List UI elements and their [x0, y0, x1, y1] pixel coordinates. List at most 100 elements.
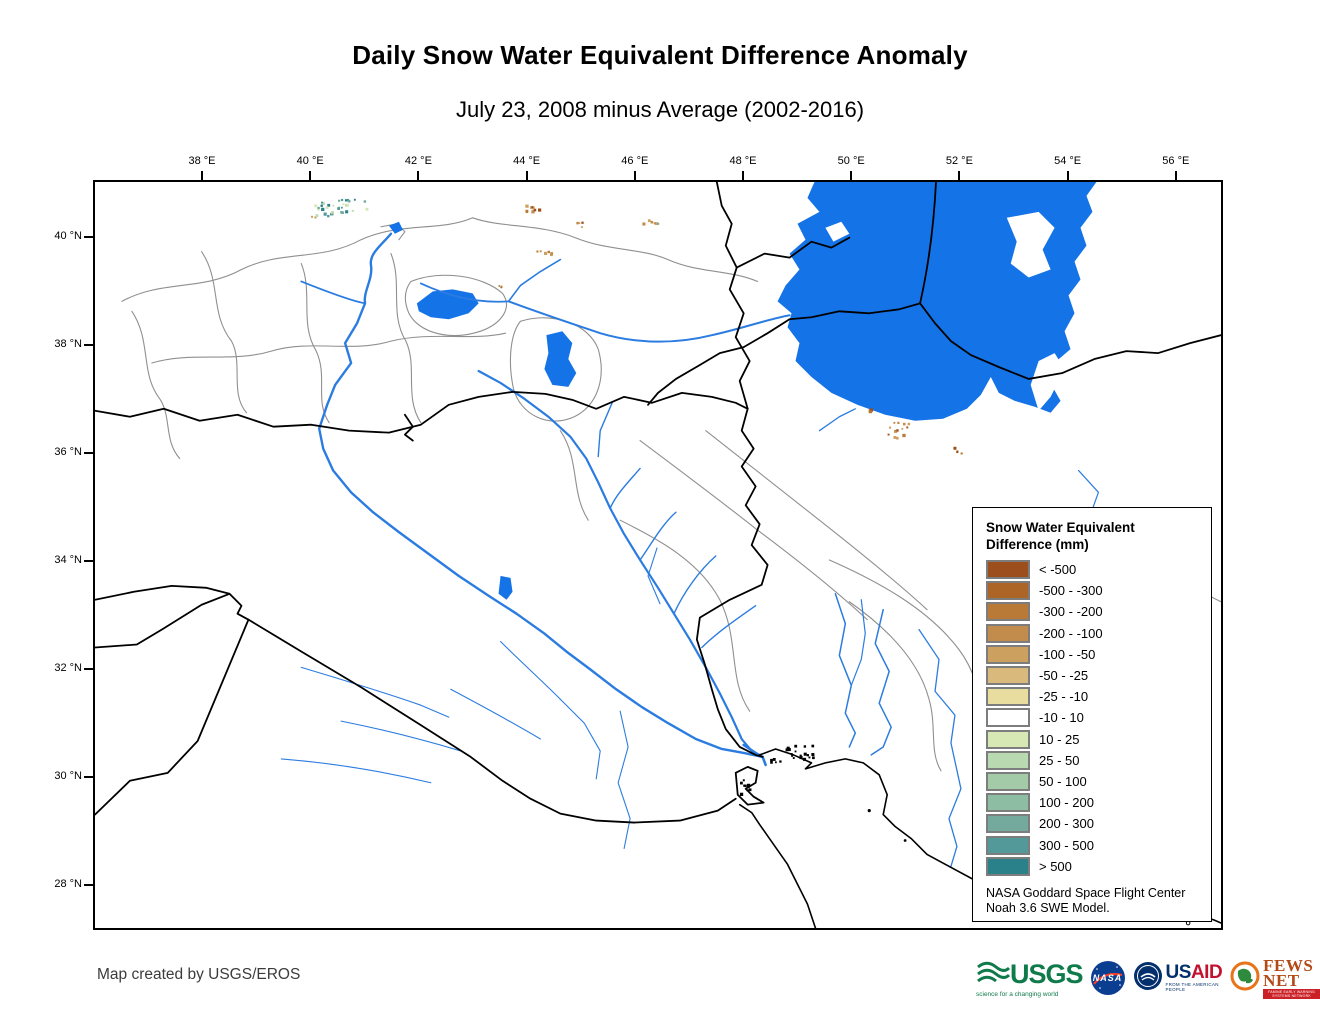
usgs-tagline: science for a changing world	[976, 990, 1059, 998]
lat-tick	[84, 668, 93, 670]
watershed-boundaries-layer	[121, 217, 1221, 802]
lat-tick	[84, 236, 93, 238]
turkey-iran-border	[715, 182, 751, 410]
usaid-logo: USAID FROM THE AMERICAN PEOPLE	[1133, 961, 1223, 996]
legend-item-label: -100 - -50	[1039, 646, 1096, 662]
legend-color-swatch	[986, 771, 1030, 791]
legend-box: Snow Water Equivalent Difference (mm) < …	[972, 507, 1212, 922]
legend-title-line1: Snow Water Equivalent	[986, 520, 1135, 535]
usaid-wordmark-aid: AID	[1190, 962, 1223, 983]
legend-color-swatch	[986, 856, 1030, 876]
page-subtitle: July 23, 2008 minus Average (2002-2016)	[455, 97, 865, 122]
lat-tick-label: 38 °N	[54, 338, 82, 350]
logo-strip: USGS science for a changing world NASA	[976, 955, 1320, 1001]
lon-tick-label: 54 °E	[1054, 155, 1082, 167]
legend-item: -500 - -300	[986, 580, 1203, 601]
legend-attribution-line1: NASA Goddard Space Flight Center	[986, 885, 1186, 900]
legend-item: 25 - 50	[986, 750, 1203, 771]
fewsnet-tagline: FAMINE EARLY WARNING SYSTEMS NETWORK	[1263, 988, 1320, 999]
legend-item-label: 25 - 50	[1039, 752, 1080, 768]
lon-tick	[309, 171, 312, 180]
legend-color-swatch	[986, 623, 1030, 643]
legend-item-label: -25 - -10	[1039, 689, 1089, 705]
legend-item: 100 - 200	[986, 792, 1203, 813]
map-canvas	[95, 182, 1221, 928]
kara-bogaz-inlet	[1006, 211, 1055, 278]
lon-tick-label: 48 °E	[729, 155, 757, 167]
legend-items: < -500 -500 - -300 -300 - -200 -200 - -100 -…	[986, 559, 1203, 877]
lat-tick-label: 30 °N	[54, 770, 82, 782]
lat-tick-label: 28 °N	[54, 878, 82, 890]
legend-color-swatch	[986, 666, 1030, 686]
caspian-sea	[777, 182, 1097, 421]
legend-item: > 500	[986, 856, 1203, 877]
lat-tick	[84, 560, 93, 562]
lon-tick-label: 42 °E	[404, 155, 432, 167]
legend-item-label: 200 - 300	[1039, 816, 1094, 832]
usaid-seal-icon	[1133, 961, 1163, 996]
anomaly-speckles-layer	[311, 198, 963, 455]
usgs-wordmark: USGS	[1010, 959, 1084, 989]
lat-tick	[84, 344, 93, 346]
lon-tick-label: 52 °E	[945, 155, 973, 167]
lon-tick	[417, 171, 420, 180]
lat-tick	[84, 452, 93, 454]
lon-tick-label: 38 °E	[188, 155, 216, 167]
aras-river	[507, 300, 791, 343]
usaid-wordmark-us: US	[1165, 962, 1192, 983]
legend-color-swatch	[986, 644, 1030, 664]
jordan-saudi-border	[95, 618, 250, 816]
legend-item: -50 - -25	[986, 665, 1203, 686]
lon-tick	[742, 171, 744, 180]
legend-item-label: -500 - -300	[1039, 583, 1103, 599]
legend-item-label: < -500	[1039, 562, 1077, 578]
usaid-tagline: FROM THE AMERICAN PEOPLE	[1165, 982, 1219, 992]
legend-item: 50 - 100	[986, 771, 1203, 792]
iraq-saudi-border	[247, 618, 737, 824]
lon-tick	[958, 171, 961, 180]
lon-tick	[525, 171, 528, 180]
legend-item: 200 - 300	[986, 813, 1203, 834]
lon-tick	[201, 171, 203, 180]
legend-item: -25 - -10	[986, 686, 1203, 707]
lat-tick	[84, 776, 93, 778]
lon-tick-label: 44 °E	[513, 155, 541, 167]
legend-item-label: -300 - -200	[1039, 604, 1103, 620]
lon-tick-label: 40 °E	[296, 155, 324, 167]
legend-color-swatch	[986, 750, 1030, 770]
page-title: Daily Snow Water Equivalent Difference A…	[352, 40, 968, 70]
lon-tick	[1066, 171, 1069, 180]
map-credit: Map created by USGS/EROS	[97, 966, 301, 983]
lake-urmia	[544, 331, 577, 387]
lon-tick-label: 50 °E	[837, 155, 865, 167]
legend-color-swatch	[986, 729, 1030, 749]
legend-item-label: -10 - 10	[1039, 710, 1084, 726]
legend-item: < -500	[986, 559, 1203, 580]
legend-color-swatch	[986, 687, 1030, 707]
legend-color-swatch	[986, 581, 1030, 601]
legend-item: -10 - 10	[986, 707, 1203, 728]
usgs-logo: USGS science for a changing world	[976, 959, 1084, 998]
fewsnet-wordmark: FEWS NET	[1263, 955, 1314, 990]
kuwait-border	[734, 765, 765, 806]
iran-azerbaijan-border	[647, 318, 791, 406]
country-borders-layer	[95, 182, 1221, 824]
legend-item-label: -200 - -100	[1039, 625, 1103, 641]
legend-item-label: > 500	[1039, 858, 1072, 874]
lakes	[388, 221, 577, 600]
legend-attribution: NASA Goddard Space Flight Center Noah 3.…	[986, 886, 1203, 917]
legend-color-swatch	[986, 835, 1030, 855]
legend-color-swatch	[986, 602, 1030, 622]
usgs-wave-icon	[976, 959, 1011, 990]
iran-turkmenistan-border	[919, 302, 1221, 380]
lon-tick-label: 56 °E	[1162, 155, 1190, 167]
turkey-syria-iraq-border	[95, 390, 749, 434]
mesopotamian-marshes	[739, 744, 815, 797]
legend-item-label: -50 - -25	[1039, 668, 1089, 684]
lat-tick	[84, 884, 93, 886]
legend-attribution-line2: Noah 3.6 SWE Model.	[986, 901, 1110, 916]
legend-color-swatch	[986, 708, 1030, 728]
lon-tick	[633, 171, 636, 180]
nasa-logo: NASA	[1090, 961, 1125, 995]
